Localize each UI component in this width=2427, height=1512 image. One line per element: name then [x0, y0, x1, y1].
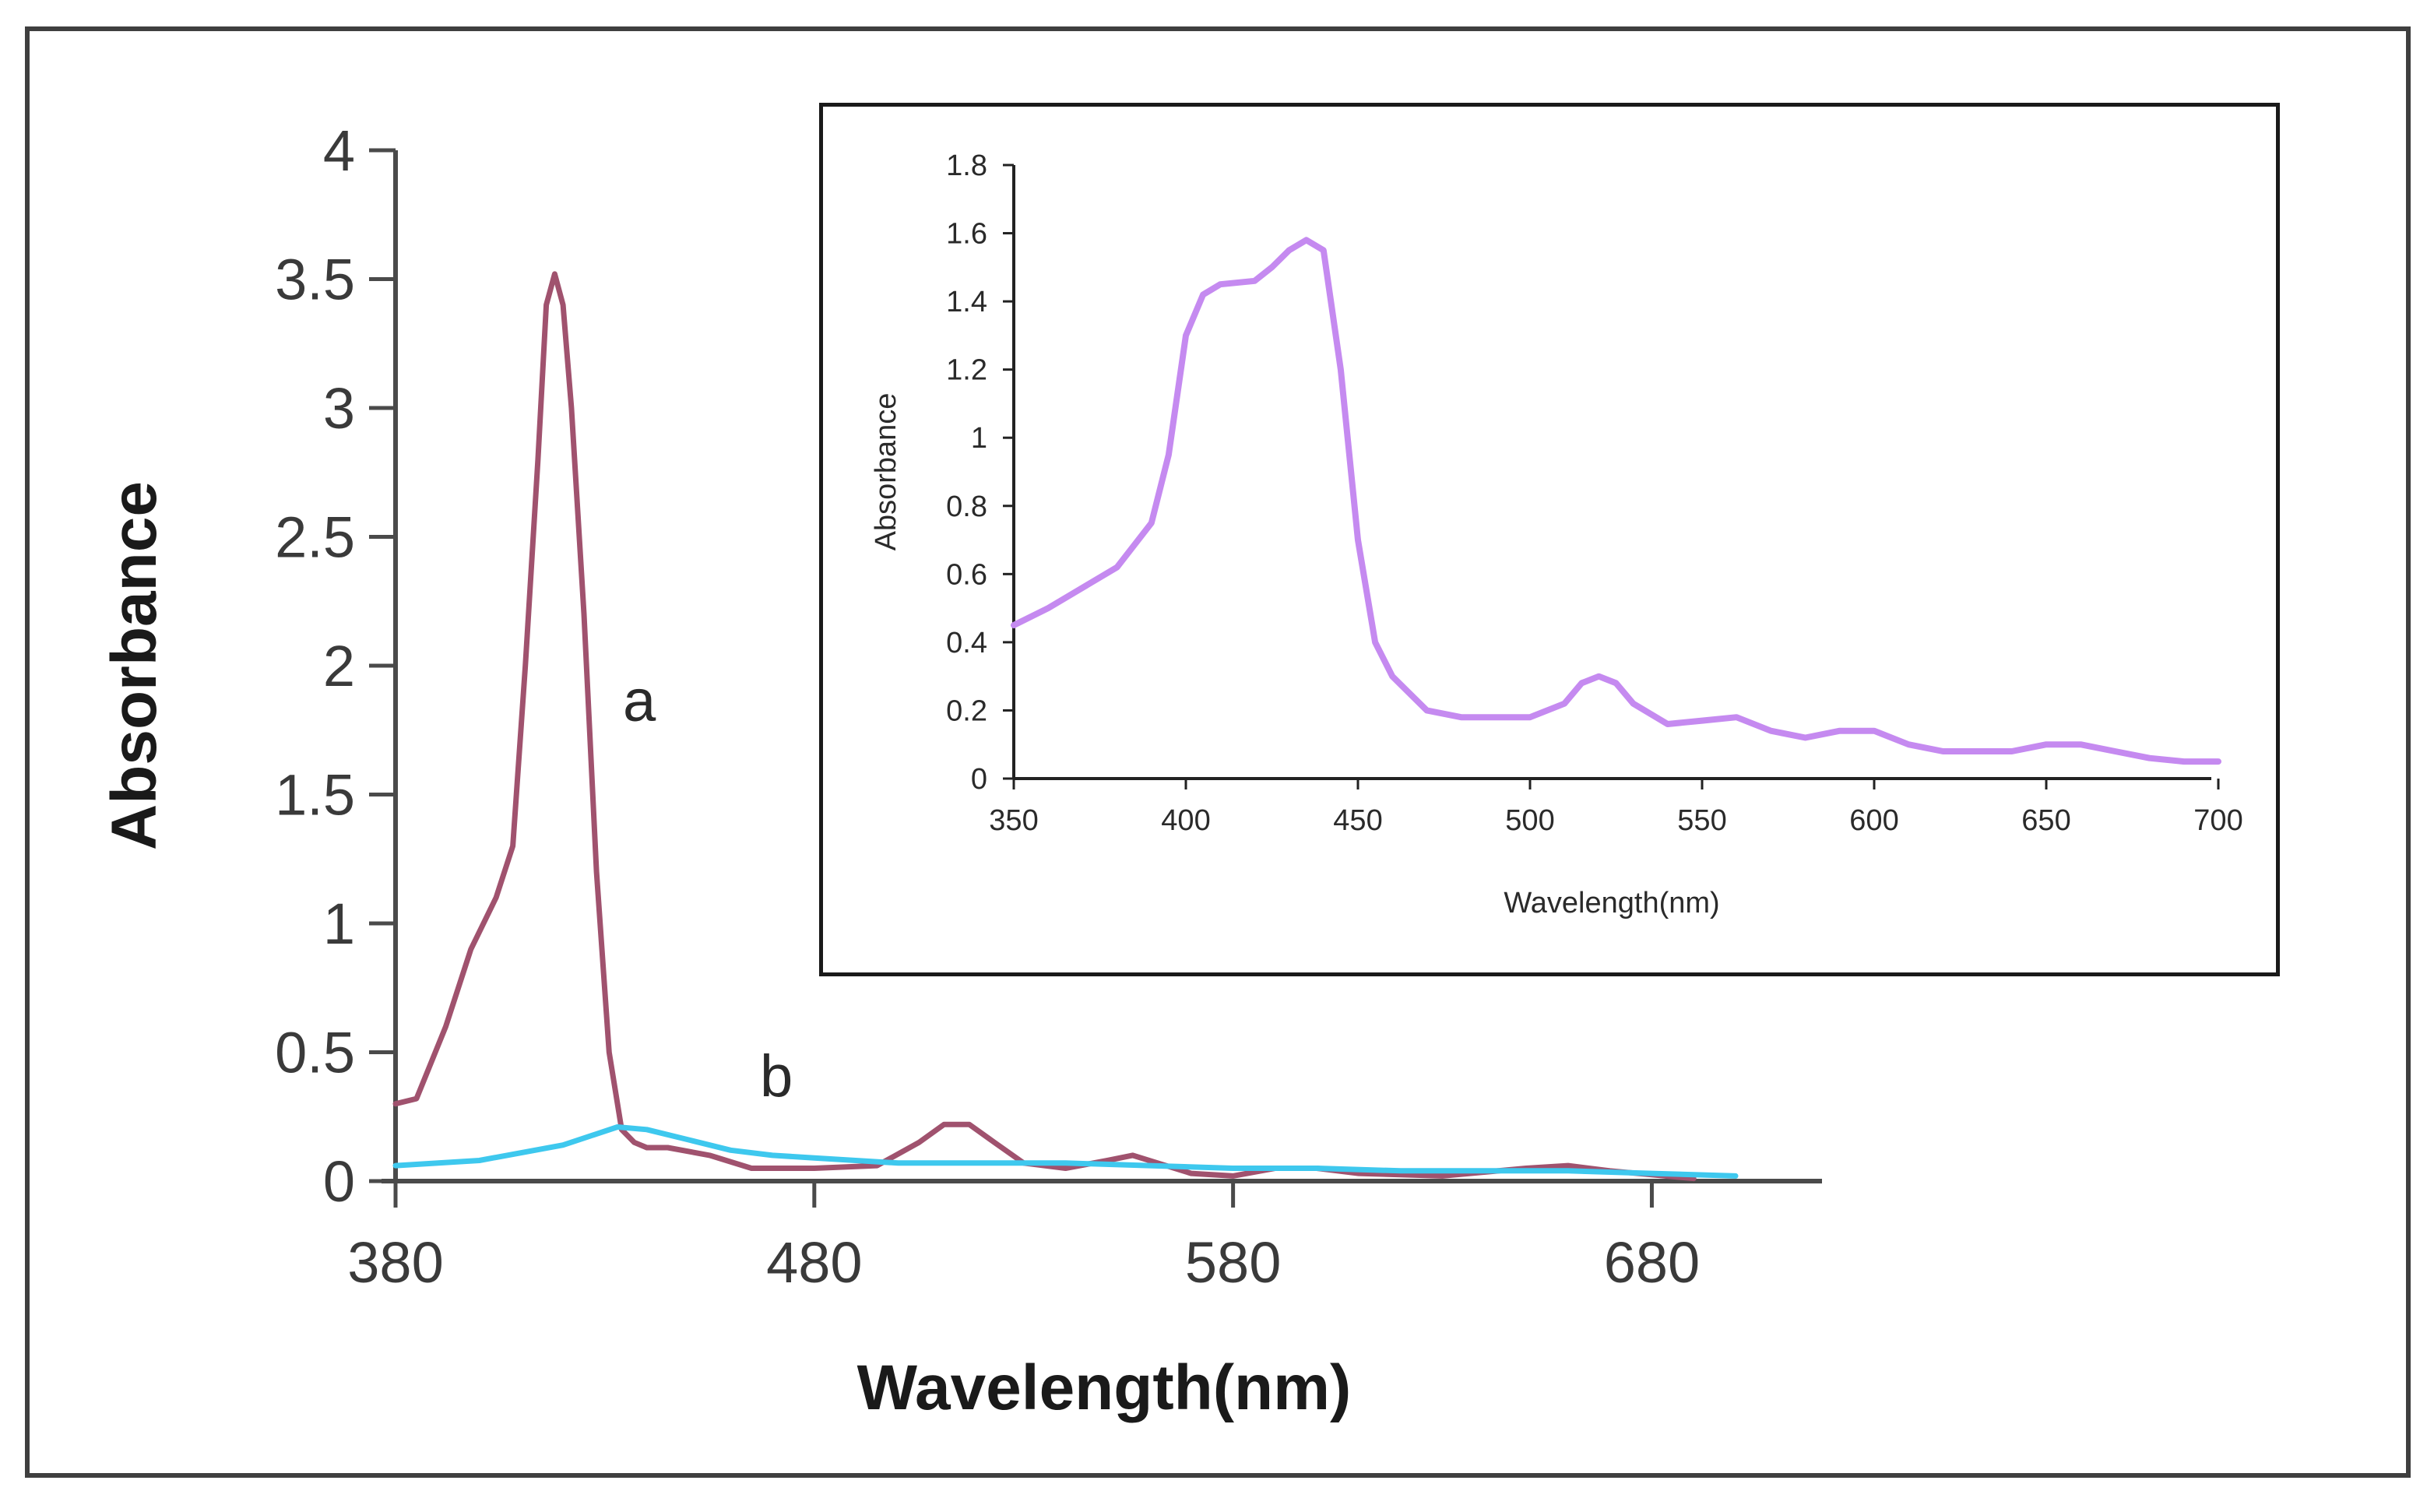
inset-x-tick-label: 550 [1677, 804, 1726, 837]
main-y-tick-label: 2.5 [275, 505, 355, 570]
inset-chart-box [819, 103, 2280, 976]
inset-y-tick-label: 0 [971, 763, 987, 796]
main-x-tick-label: 580 [1185, 1230, 1281, 1295]
inset-y-tick-label: 1.4 [946, 286, 987, 318]
inset-x-tick-label: 350 [989, 804, 1038, 837]
main-y-axis: 0 0.5 1 1.5 2 2.5 3 3.5 4 [275, 118, 398, 1214]
main-y-tick-label: 3.5 [275, 248, 355, 312]
main-x-tick-label: 380 [347, 1230, 443, 1295]
inset-series-line-spectrum [1011, 237, 2221, 765]
curve-label-a: a [623, 668, 656, 734]
inset-y-tick-label: 0.4 [946, 627, 987, 659]
inset-y-tick-label: 1.2 [946, 354, 987, 387]
inset-x-tick-label: 400 [1161, 804, 1210, 837]
inset-y-tick-label: 1.6 [946, 218, 987, 251]
curve-label-b: b [760, 1043, 793, 1109]
inset-x-tick-label: 650 [2021, 804, 2070, 837]
inset-y-axis: 0 0.2 0.4 0.6 0.8 1 1.2 1.4 1.6 1.8 [946, 149, 1015, 796]
main-y-tick-label: 1.5 [275, 763, 355, 828]
main-y-tick-label: 0 [323, 1149, 355, 1214]
main-y-tick-label: 4 [323, 118, 355, 183]
inset-y-tick-label: 0.8 [946, 491, 987, 523]
inset-y-axis-label: Absorbance [870, 393, 902, 551]
main-y-tick-label: 2 [323, 634, 355, 698]
inset-y-tick-label: 0.6 [946, 558, 987, 591]
main-y-tick-label: 3 [323, 376, 355, 441]
inset-x-tick-label: 500 [1505, 804, 1554, 837]
main-x-axis-label: Wavelength(nm) [857, 1352, 1352, 1423]
inset-x-tick-label: 600 [1849, 804, 1898, 837]
inset-y-tick-label: 1 [971, 422, 987, 455]
inset-y-tick-label: 0.2 [946, 694, 987, 727]
main-series-line-b [392, 1124, 1739, 1179]
inset-x-tick-label: 700 [2193, 804, 2242, 837]
main-y-axis-label: Absorbance [99, 481, 170, 850]
inset-x-axis-label: Wavelength(nm) [1504, 887, 1719, 920]
main-x-axis: 380 480 580 680 [347, 1179, 1822, 1295]
main-x-tick-label: 480 [766, 1230, 862, 1295]
inset-x-axis: 350 400 450 500 550 600 650 700 [989, 777, 2243, 837]
main-y-tick-label: 0.5 [275, 1021, 355, 1085]
main-x-tick-label: 680 [1604, 1230, 1700, 1295]
main-y-tick-label: 1 [323, 891, 355, 956]
inset-x-tick-label: 450 [1333, 804, 1382, 837]
inset-y-tick-label: 1.8 [946, 149, 987, 182]
